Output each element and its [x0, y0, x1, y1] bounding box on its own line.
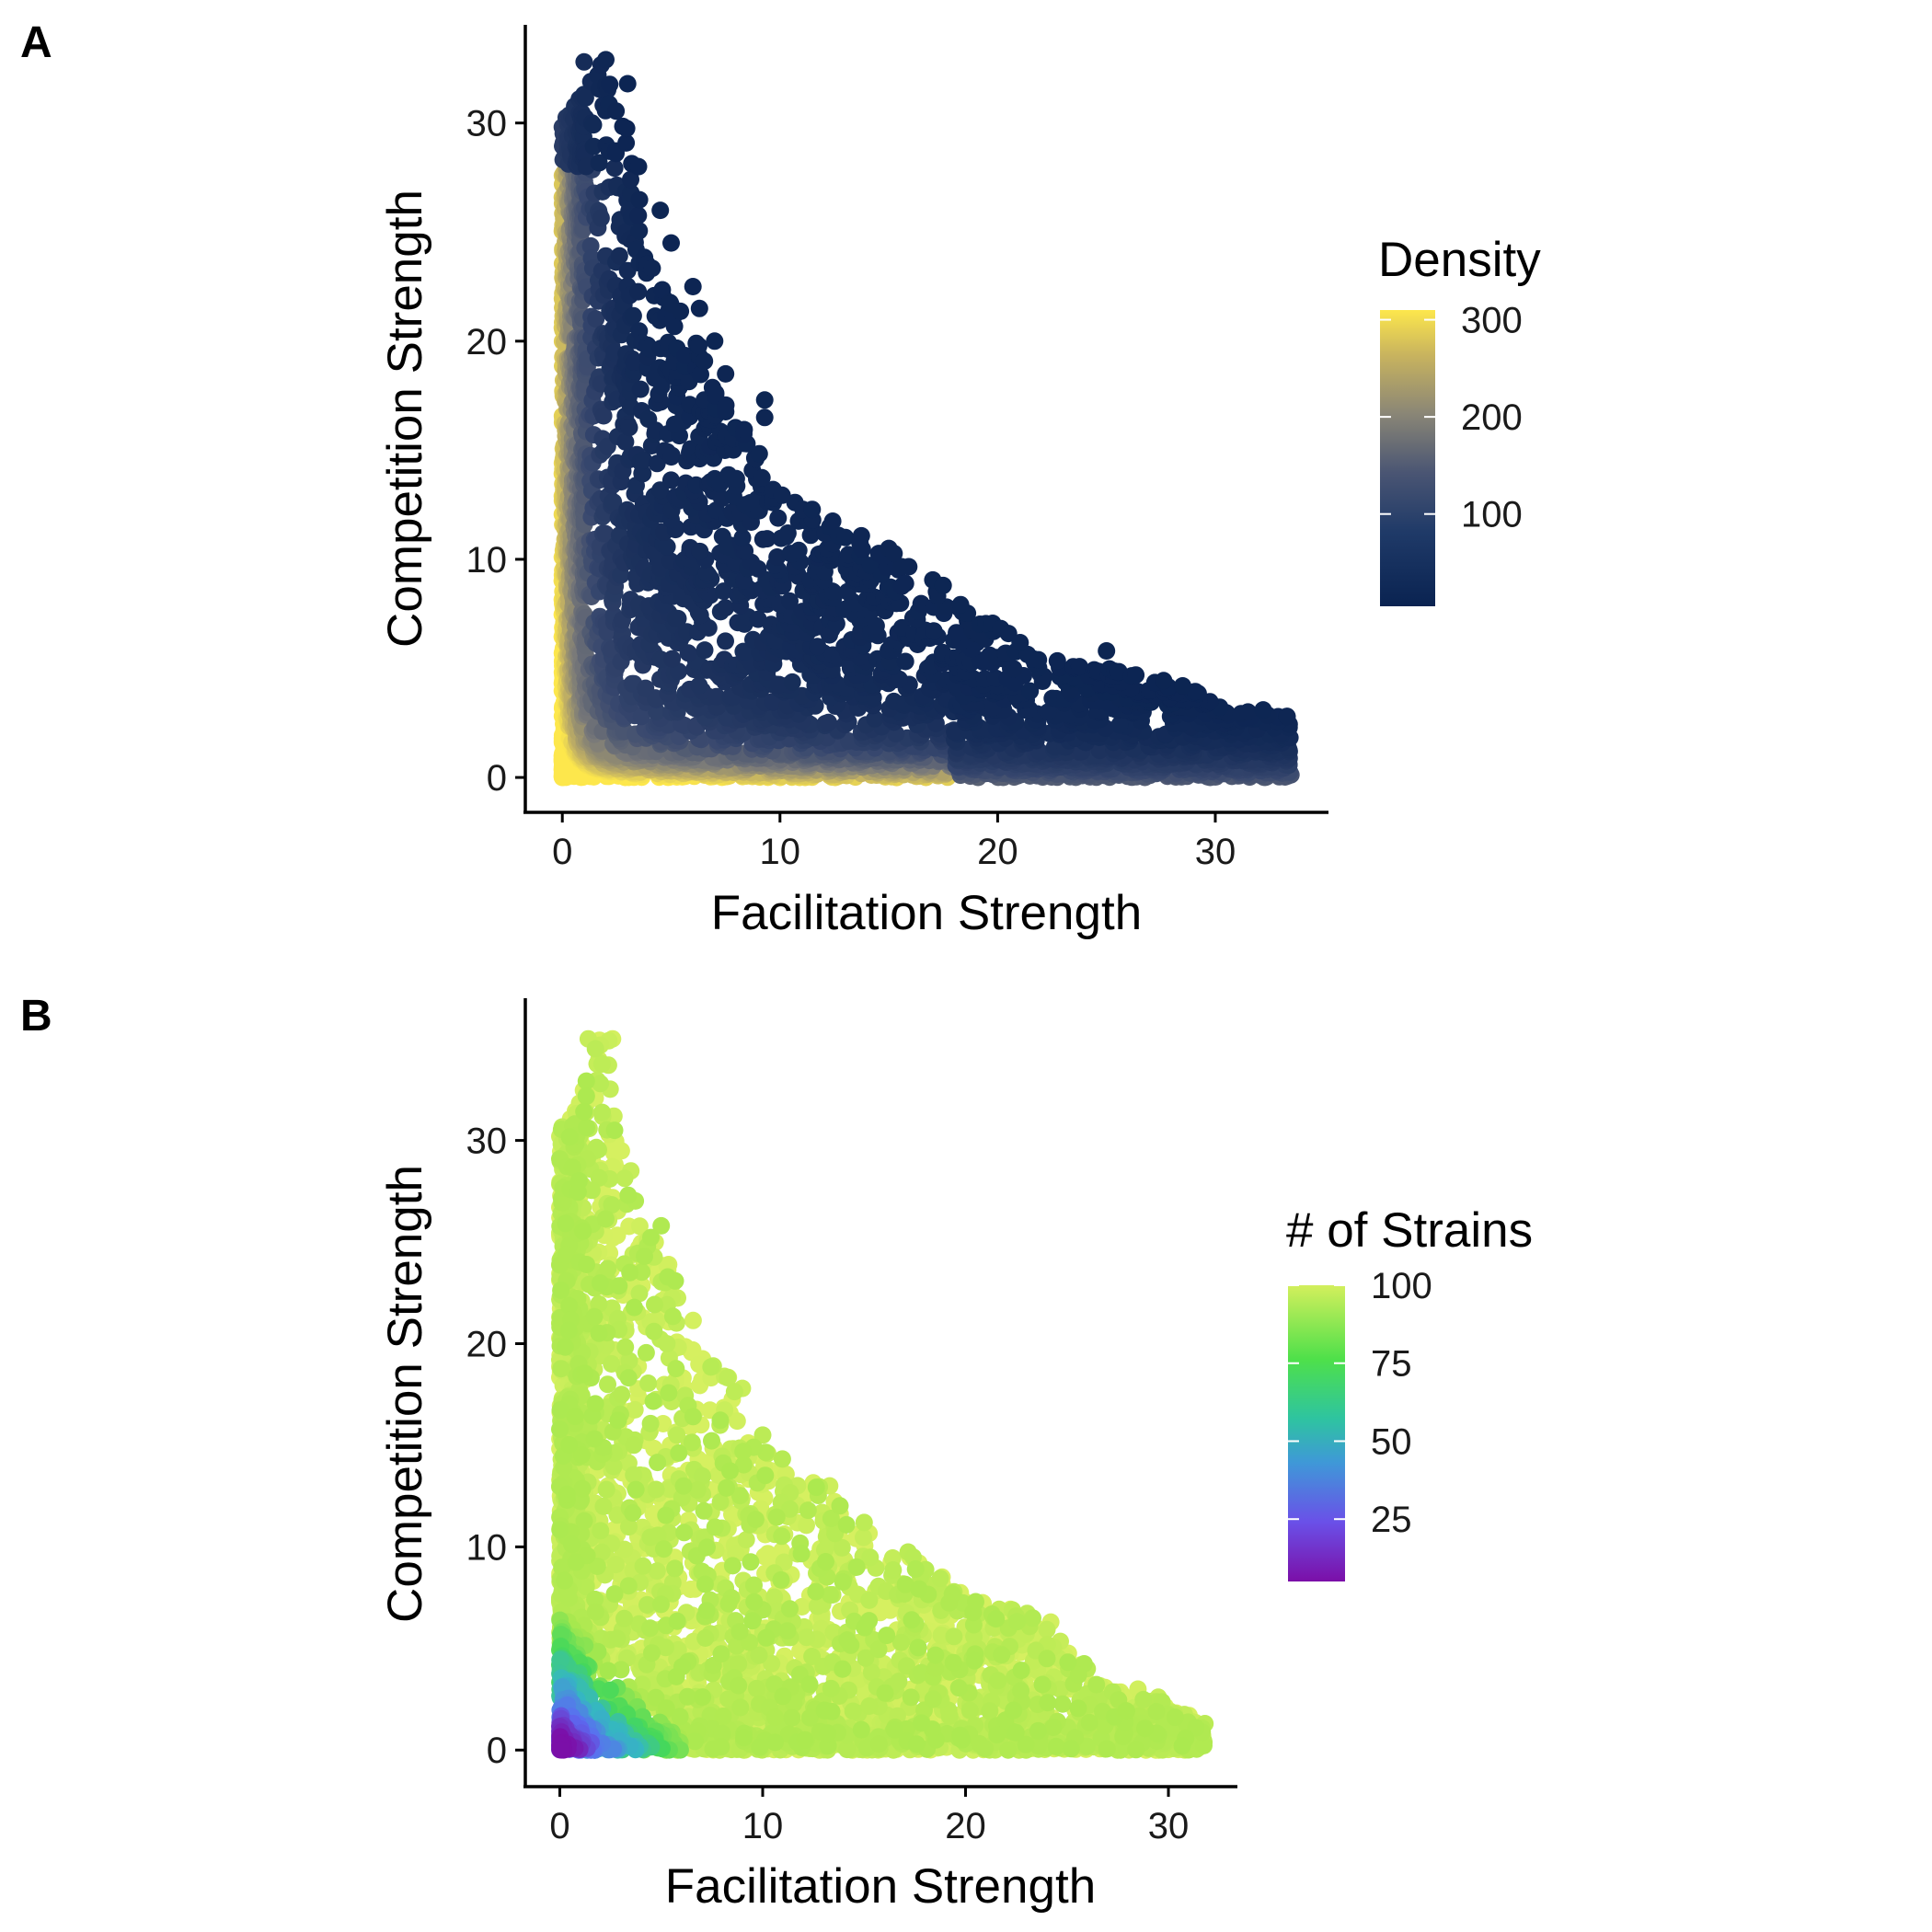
scatter-point: [769, 509, 788, 527]
y-tick-label: 30: [466, 104, 508, 144]
x-tick-label: 20: [977, 832, 1018, 872]
scatter-point: [690, 337, 707, 355]
scatter-point: [717, 364, 735, 383]
x-tick-label: 0: [552, 832, 572, 872]
panel-a-y-axis-title: Competition Strength: [378, 190, 432, 648]
scatter-point: [852, 526, 870, 545]
scatter-point: [783, 673, 801, 691]
scatter-point: [620, 419, 638, 437]
scatter-point: [658, 537, 676, 556]
scatter-point: [610, 247, 628, 265]
scatter-point: [643, 259, 661, 278]
scatter-point: [624, 306, 642, 325]
scatter-point: [1155, 672, 1173, 690]
x-tick-label: 10: [760, 832, 801, 872]
scatter-point: [597, 51, 615, 69]
scatter-point: [629, 282, 648, 301]
scatter-point: [1239, 703, 1257, 721]
scatter-point: [727, 469, 745, 488]
scatter-point: [631, 380, 650, 398]
scatter-point: [885, 545, 903, 563]
scatter-point: [630, 190, 649, 209]
scatter-point: [1070, 658, 1088, 676]
scatter-point: [934, 576, 952, 594]
scatter-point: [803, 500, 822, 519]
scatter-point: [1048, 651, 1066, 670]
scatter-point: [607, 102, 626, 121]
scatter-point: [717, 599, 735, 617]
scatter-point: [575, 52, 593, 71]
panel-letter-b: B: [20, 992, 52, 1041]
scatter-point: [753, 468, 771, 487]
scatter-point: [820, 713, 837, 731]
scatter-point: [755, 408, 774, 427]
scatter-point: [696, 352, 714, 370]
panel-a-points: [553, 51, 1300, 787]
scatter-point: [1174, 677, 1191, 695]
scatter-point: [789, 541, 808, 559]
scatter-point: [584, 116, 603, 134]
scatter-point: [663, 650, 682, 668]
y-tick-label: 10: [466, 540, 508, 581]
panel-letter-a: A: [20, 18, 52, 67]
scatter-point: [735, 420, 753, 439]
scatter-point: [632, 707, 650, 726]
scatter-point: [749, 559, 767, 578]
scatter-point: [601, 75, 619, 94]
legend-a-title: Density: [1378, 233, 1541, 287]
scatter-point: [750, 444, 768, 463]
scatter-point: [662, 234, 680, 252]
scatter-point: [755, 391, 774, 409]
scatter-point: [1029, 650, 1048, 669]
scatter-point: [703, 378, 721, 397]
scatter-point: [618, 75, 637, 93]
scatter-point: [1011, 634, 1029, 651]
scatter-point: [651, 201, 670, 220]
scatter-point: [630, 222, 649, 240]
scatter-point: [1254, 701, 1272, 719]
scatter-point: [617, 120, 636, 138]
scatter-point: [629, 157, 648, 176]
x-tick-label: 30: [1195, 832, 1236, 872]
scatter-point: [823, 512, 842, 530]
panel-b-points: [551, 1029, 1214, 1759]
scatter-point: [592, 209, 610, 227]
scatter-point: [900, 558, 918, 576]
scatter-point: [1127, 666, 1145, 684]
legend-tick-label: 200: [1461, 397, 1523, 438]
scatter-point: [669, 609, 687, 627]
scatter-point: [684, 278, 702, 295]
legend-a-colorbar: [1380, 310, 1435, 606]
scatter-point: [696, 641, 714, 660]
scatter-point: [951, 595, 970, 614]
scatter-point: [690, 299, 708, 317]
panel-a-legend: Density 100 200 300: [1378, 233, 1541, 606]
legend-tick-label: 300: [1461, 301, 1523, 341]
scatter-point: [706, 332, 724, 351]
panel-a-x-axis-title: Facilitation Strength: [711, 886, 1142, 940]
scatter-point: [1278, 707, 1296, 726]
scatter-point: [637, 679, 655, 697]
scatter-point: [925, 622, 943, 640]
y-tick-label: 20: [466, 322, 508, 362]
y-tick-label: 0: [487, 758, 507, 799]
scatter-point: [1098, 642, 1116, 660]
legend-tick-label: 100: [1461, 495, 1523, 535]
scatter-point: [691, 542, 709, 560]
scatter-point: [672, 302, 690, 320]
scatter-point: [661, 471, 680, 489]
scatter-point: [717, 632, 734, 650]
scatter-point: [629, 206, 648, 224]
scatter-point: [713, 527, 731, 546]
